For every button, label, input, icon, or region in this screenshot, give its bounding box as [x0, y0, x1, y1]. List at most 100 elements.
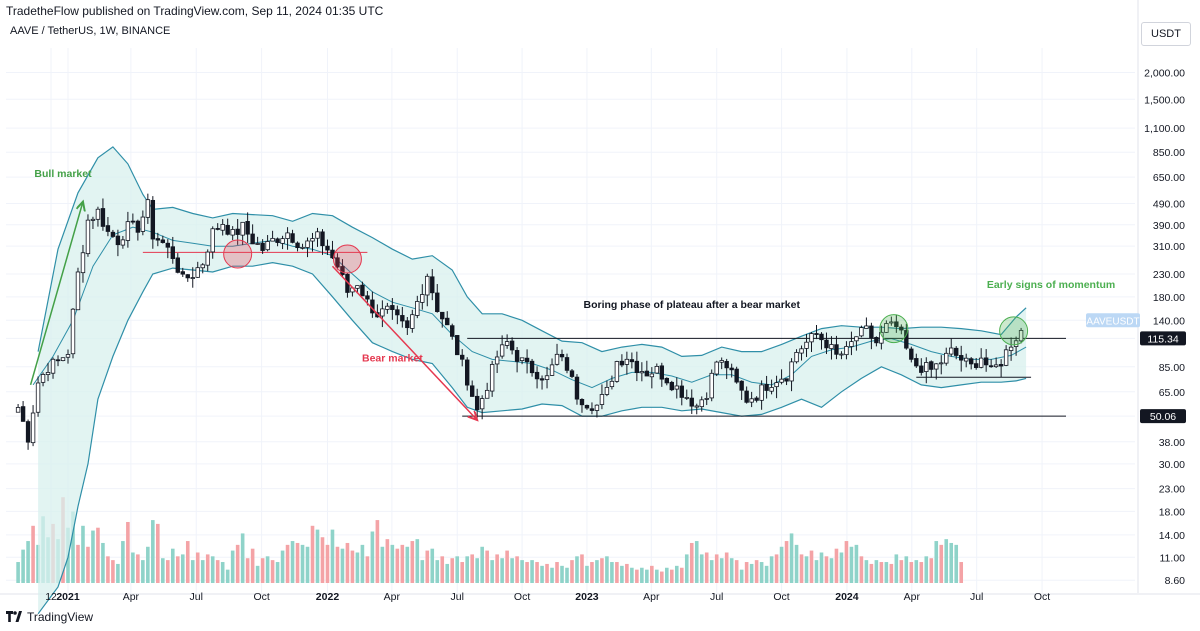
- volume-bar: [290, 541, 295, 583]
- candle-body: [634, 360, 640, 374]
- candle-body: [694, 405, 699, 408]
- volume-bar: [136, 554, 140, 583]
- volume-bar: [630, 567, 634, 583]
- price-tick-label: 390.00: [1153, 220, 1185, 232]
- volume-bar: [600, 558, 604, 583]
- time-tick-label: 2021: [56, 591, 80, 603]
- volume-bar: [924, 556, 929, 583]
- candle-body: [230, 229, 235, 236]
- volume-bar: [575, 556, 579, 583]
- time-tick-label: Oct: [773, 591, 789, 603]
- price-axis: 2,000.00 1,500.00 1,100.00 850.00 650.00 490.…: [1086, 67, 1186, 587]
- candle-body: [594, 404, 600, 411]
- candle-body: [649, 373, 655, 378]
- band-fill: [38, 146, 1027, 614]
- volume-bar: [166, 560, 170, 583]
- candle-body: [180, 271, 185, 275]
- candle-body: [534, 371, 540, 380]
- price-tick-label: 23.00: [1159, 484, 1185, 496]
- candle-body: [70, 308, 76, 355]
- candle-body: [60, 357, 66, 361]
- price-tick-label: 11.00: [1160, 552, 1186, 564]
- volume-bar: [270, 560, 275, 583]
- candle-body: [464, 359, 470, 386]
- volume-bar: [365, 556, 370, 583]
- volume-bar: [699, 554, 704, 583]
- candle-body: [110, 231, 116, 237]
- candle-body: [734, 368, 739, 383]
- volume-bar: [684, 554, 689, 583]
- candle-body: [884, 323, 889, 333]
- volume-bar: [480, 546, 484, 583]
- volume-bar: [610, 562, 614, 583]
- volume-bar: [265, 556, 270, 583]
- volume-bar: [650, 565, 654, 583]
- candle-body: [869, 325, 874, 339]
- volume-bar: [834, 548, 839, 583]
- volume-bar: [669, 569, 674, 583]
- volume-bar: [645, 569, 649, 583]
- volume-bar: [914, 560, 919, 583]
- footer-brand: TradingView: [27, 610, 94, 624]
- volume-bar: [934, 541, 939, 583]
- candle-body: [1003, 349, 1009, 366]
- bear-circle-2: [332, 244, 362, 274]
- candle-body: [973, 363, 979, 369]
- volume-bar: [91, 530, 95, 583]
- volume-bar: [21, 549, 25, 583]
- candle-body: [365, 295, 370, 300]
- volume-bar: [410, 541, 415, 583]
- volume-bar: [435, 560, 440, 583]
- candle-body: [235, 228, 240, 235]
- candle-body: [225, 224, 230, 235]
- symbol-label-box: [1086, 313, 1140, 328]
- bear-arrow: [331, 265, 477, 420]
- volume-bar: [81, 525, 85, 583]
- volume-bar: [340, 548, 345, 583]
- candle-body: [310, 238, 315, 242]
- candle-body: [450, 325, 455, 337]
- volume-bar: [794, 544, 799, 583]
- candle-body: [824, 339, 829, 349]
- candle-body: [834, 344, 839, 355]
- candle-body: [435, 292, 440, 313]
- candle-body: [849, 341, 854, 347]
- candle-body: [395, 309, 400, 316]
- price-tick-label: 14.00: [1159, 530, 1185, 542]
- volume-bar: [275, 562, 280, 583]
- momentum-label: Early signs of momentum: [987, 279, 1115, 291]
- candle-body: [614, 361, 620, 382]
- publisher-line: TradetheFlow published on TradingView.co…: [6, 4, 384, 18]
- volume-bar: [929, 558, 934, 583]
- annotations: Bull market Bear market Boring phase of pl…: [29, 168, 1115, 420]
- currency-selector[interactable]: USDT: [1141, 22, 1191, 46]
- volume-bar: [620, 565, 624, 583]
- volume-bar: [225, 569, 230, 583]
- candle-body: [934, 363, 939, 370]
- volume-bar: [660, 571, 664, 583]
- candle-body: [489, 364, 495, 392]
- candle-body: [320, 231, 325, 247]
- candle-body: [245, 221, 250, 235]
- volume-bar: [445, 563, 450, 583]
- candle-body: [529, 360, 535, 374]
- volume-bar: [694, 541, 699, 583]
- candle-body: [190, 277, 195, 279]
- price-label: 50.06: [1150, 411, 1176, 423]
- volume-bar: [420, 560, 425, 583]
- candle-body: [968, 358, 974, 365]
- candle-body: [275, 238, 280, 243]
- candle-body: [993, 364, 999, 368]
- candle-body: [759, 384, 764, 401]
- candle-body: [644, 370, 650, 377]
- price-tick-label: 180.00: [1153, 292, 1185, 304]
- volume-bar: [360, 544, 365, 583]
- price-tick-label: 1,500.00: [1144, 94, 1185, 106]
- candle-body: [55, 359, 61, 362]
- candle-body: [569, 370, 575, 377]
- volume-bar: [665, 567, 669, 583]
- candle-body: [285, 232, 290, 239]
- volume-bar: [565, 567, 569, 583]
- candle-body: [140, 216, 146, 232]
